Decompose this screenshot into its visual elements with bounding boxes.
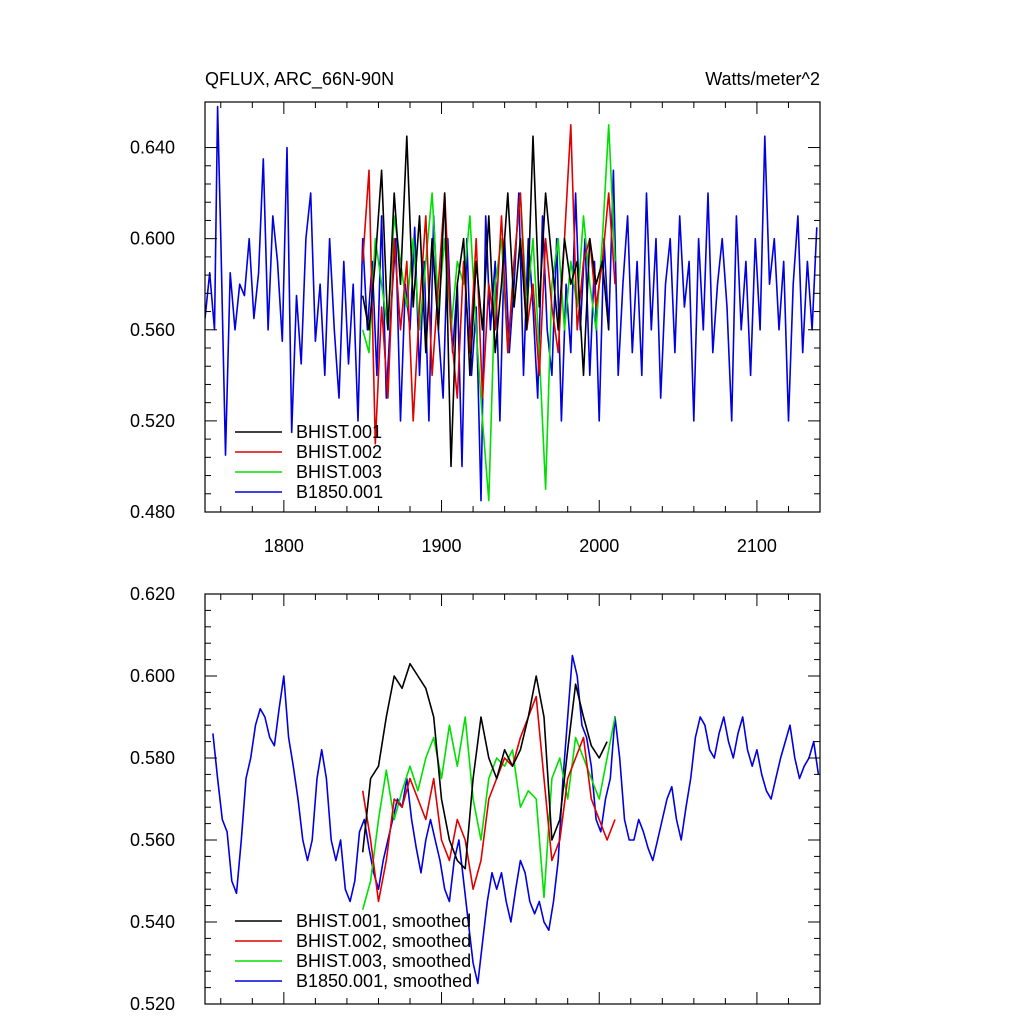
y-tick-label: 0.640 [130,138,175,158]
y-tick-label: 0.600 [130,229,175,249]
y-tick-label: 0.520 [130,411,175,431]
legend-label: BHIST.002 [296,442,382,462]
legend-label: BHIST.001, smoothed [296,911,471,931]
bottom-plot-frame [204,593,821,1005]
x-tick-label: 2000 [579,536,619,556]
top-series-group [205,105,818,502]
bottom-plot-panel: 0.520 0.540 0.560 0.580 0.600 0.620 BHIST.001… [130,584,821,1014]
chart-units: Watts/meter^2 [705,69,820,89]
chart-title: QFLUX, ARC_66N-90N [205,69,394,90]
bottom-axis-ticks: 0.520 0.540 0.560 0.580 0.600 0.620 [130,584,821,1014]
y-tick-label: 0.560 [130,830,175,850]
bottom-series-group [212,654,820,985]
series-line-2 [361,695,616,903]
y-tick-label: 0.600 [130,666,175,686]
legend-label: BHIST.003 [296,462,382,482]
top-plot-panel: QFLUX, ARC_66N-90N Watts/meter^2 1800 190… [130,69,821,556]
series-line-3 [361,716,616,910]
x-tick-label: 2100 [737,536,777,556]
series-line-4 [205,105,818,502]
legend-label: B1850.001, smoothed [296,971,472,991]
series-line-1 [361,135,610,468]
series-line-4 [212,654,820,985]
x-tick-label: 1800 [264,536,304,556]
top-plot-frame [204,101,821,513]
y-tick-label: 0.480 [130,502,175,522]
legend-label: BHIST.003, smoothed [296,951,471,971]
y-tick-label: 0.620 [130,584,175,604]
y-tick-label: 0.560 [130,320,175,340]
legend-label: BHIST.001 [296,422,382,442]
legend-label: B1850.001 [296,482,383,502]
series-line-2 [361,124,616,445]
y-tick-label: 0.520 [130,994,175,1014]
y-tick-label: 0.540 [130,912,175,932]
top-axis-ticks: 1800 1900 2000 2100 0.480 0.520 0.560 0.600 0.64… [130,102,821,556]
legend-label: BHIST.002, smoothed [296,931,471,951]
series-line-1 [361,662,608,870]
x-tick-label: 1900 [422,536,462,556]
y-tick-label: 0.580 [130,748,175,768]
